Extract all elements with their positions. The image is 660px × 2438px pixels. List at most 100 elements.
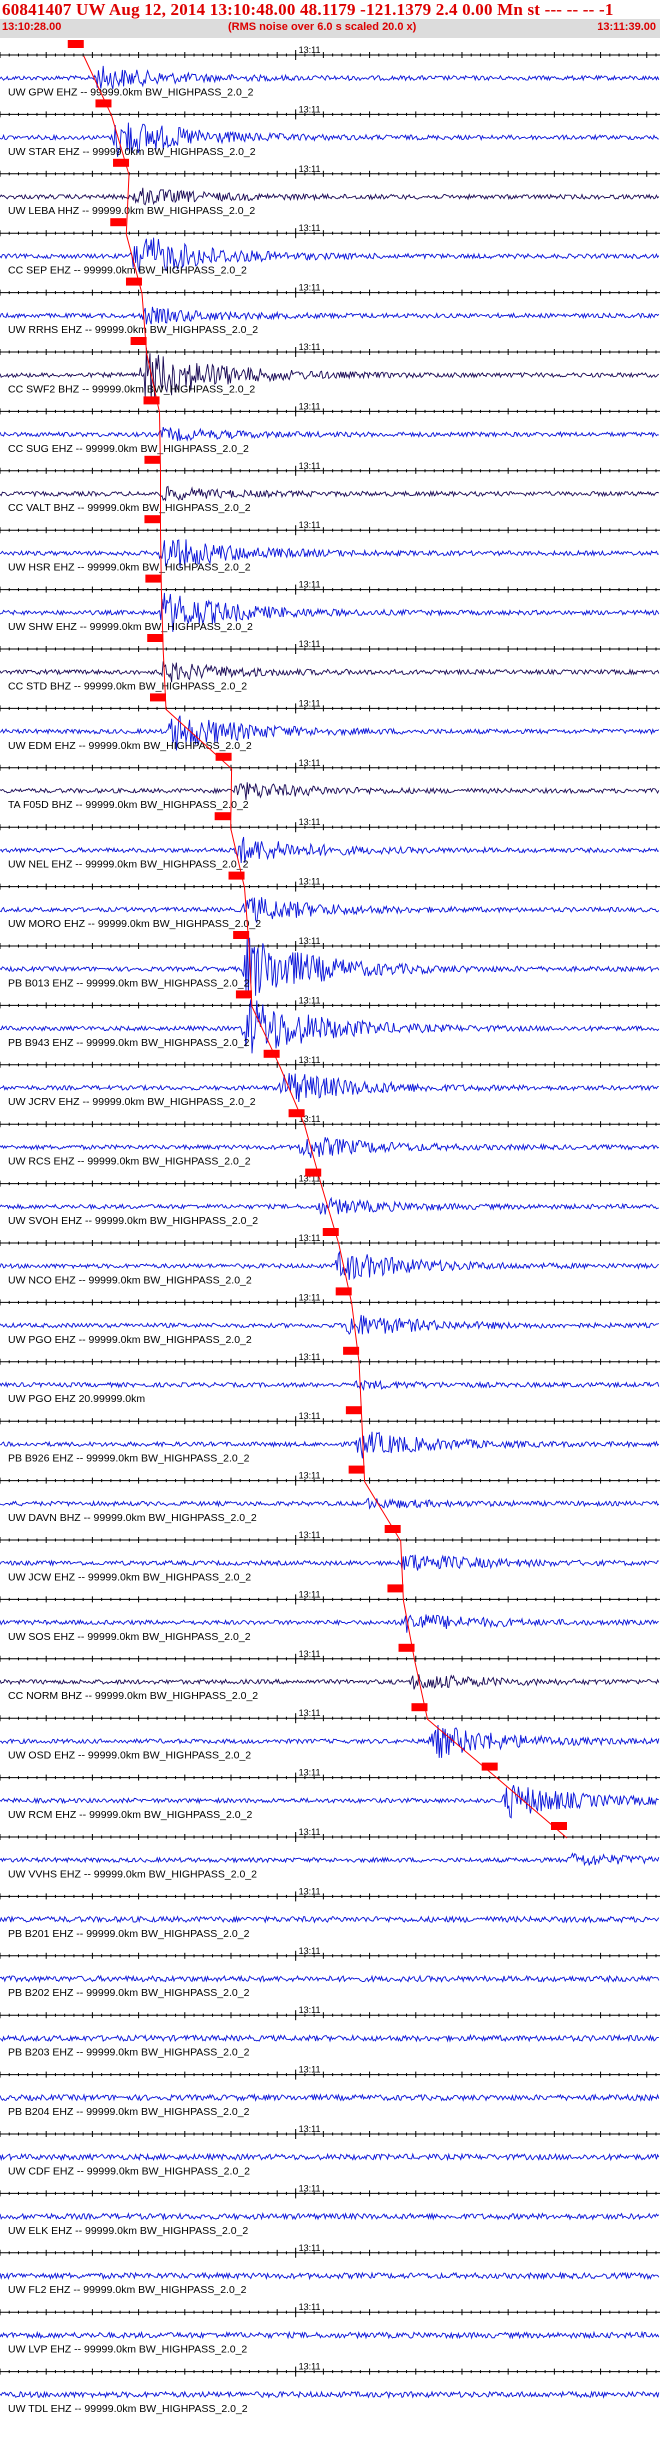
station-row: 13:11 UW GPW EHZ -- 99999.0km BW_HIGHPASS… [0,40,660,98]
waveform-trace [0,1196,659,1215]
minute-mark-label: 13:11 [299,698,321,708]
station-row: 13:11 UW ELK EHZ -- 99999.0km BW_HIGHPASS… [0,2183,660,2237]
station-label: PB B204 EHZ -- 99999.0km BW_HIGHPASS_2.0… [8,2106,250,2118]
station-row: 13:11 UW SOS EHZ -- 99999.0km BW_HIGHPASS… [0,1584,660,1643]
minute-mark-label: 13:11 [299,639,321,649]
minute-mark-label: 13:11 [299,401,321,411]
station-label: UW SOS EHZ -- 99999.0km BW_HIGHPASS_2.0_… [8,1631,251,1643]
pick-marker [144,455,161,464]
waveform-trace [0,65,660,90]
waveform-trace [0,715,660,751]
station-label: UW DAVN BHZ -- 99999.0km BW_HIGHPASS_2.0… [8,1512,257,1524]
station-label: PB B201 EHZ -- 99999.0km BW_HIGHPASS_2.0… [8,1928,250,1940]
minute-mark-label: 13:11 [299,2124,321,2134]
station-row: 13:11 UW NEL EHZ -- 99999.0km BW_HIGHPASS… [0,812,660,871]
pick-marker [110,218,127,227]
waveform-trace [0,836,659,864]
minute-mark-label: 13:11 [299,1174,321,1184]
waveform-trace [0,2212,660,2221]
station-row: 13:11 CC SUG EHZ -- 99999.0km BW_HIGHPASS… [0,396,660,455]
waveform-trace [0,1852,660,1867]
station-label: UW NCO EHZ -- 99999.0km BW_HIGHPASS_2.0_… [8,1274,252,1286]
waveform-trace [0,1614,659,1633]
waveform-trace [0,1724,660,1758]
waveform-trace [0,1136,660,1159]
waveform-trace [0,2271,660,2281]
waveform-trace [0,1915,660,1924]
station-label: UW JCW EHZ -- 99999.0km BW_HIGHPASS_2.0_… [8,1571,251,1583]
pick-marker [305,1168,322,1177]
station-row: 13:11 PB B013 EHZ -- 99999.0km BW_HIGHPAS… [0,931,660,996]
event-title: 60841407 UW Aug 12, 2014 13:10:48.00 48.… [2,0,614,19]
minute-mark-label: 13:11 [299,1946,321,1956]
station-row: 13:11 CC STD BHZ -- 99999.0km BW_HIGHPASS… [0,634,660,692]
station-row: 13:11 TA F05D BHZ -- 99999.0km BW_HIGHPAS… [0,752,660,811]
waveform-trace [0,592,660,632]
seismogram-plot: 13:11 UW GPW EHZ -- 99999.0km BW_HIGHPASS… [0,40,660,2415]
pick-marker [235,990,252,999]
station-row: 13:11 UW TDL EHZ -- 99999.0km BW_HIGHPASS… [0,2362,660,2415]
rms-noise-note: (RMS noise over 6.0 s scaled 20.0 x) [228,21,417,33]
waveform-trace [0,1073,659,1103]
minute-mark-label: 13:11 [299,1649,321,1659]
pick-marker [125,277,142,286]
minute-mark-label: 13:11 [299,1589,321,1599]
minute-mark-label: 13:11 [299,758,321,768]
station-row: 13:11 PB B943 EHZ -- 99999.0km BW_HIGHPAS… [0,990,660,1054]
waveform-trace [0,1974,660,1984]
station-label: UW OSD EHZ -- 99999.0km BW_HIGHPASS_2.0_… [8,1750,251,1762]
station-label: PB B926 EHZ -- 99999.0km BW_HIGHPASS_2.0… [8,1453,250,1465]
pick-marker [345,1406,362,1415]
station-row: 13:11 UW PGO EHZ 20.99999.0km [0,1346,660,1405]
minute-mark-label: 13:11 [299,164,321,174]
waveform-trace [0,1250,660,1280]
station-label: UW EDM EHZ -- 99999.0km BW_HIGHPASS_2.0_… [8,740,252,752]
waveform-trace [0,661,660,683]
pick-marker [228,871,245,880]
minute-mark-label: 13:11 [299,2065,321,2075]
station-row: 13:11 UW OSD EHZ -- 99999.0km BW_HIGHPASS… [0,1703,660,1762]
station-row: 13:11 UW RRHS EHZ -- 99999.0km BW_HIGHPAS… [0,277,660,336]
station-row: 13:11 UW NCO EHZ -- 99999.0km BW_HIGHPASS… [0,1228,660,1286]
station-row: 13:11 UW DAVN BHZ -- 99999.0km BW_HIGHPAS… [0,1465,660,1524]
station-label: UW PGO EHZ -- 99999.0km BW_HIGHPASS_2.0_… [8,1334,252,1346]
waveform-trace [0,897,660,924]
minute-mark-label: 13:11 [299,580,321,590]
station-label: PB B943 EHZ -- 99999.0km BW_HIGHPASS_2.0… [8,1037,250,1049]
station-label: UW SVOH EHZ -- 99999.0km BW_HIGHPASS_2.0… [8,1215,258,1227]
waveform-trace [0,937,660,996]
pick-marker [343,1346,360,1355]
waveform-trace [0,485,659,502]
waveform-trace [0,2390,660,2400]
station-row: 13:11 UW SVOH EHZ -- 99999.0km BW_HIGHPAS… [0,1168,660,1227]
station-label: PB B203 EHZ -- 99999.0km BW_HIGHPASS_2.0… [8,2047,250,2059]
waveform-trace [0,122,659,157]
station-label: UW HSR EHZ -- 99999.0km BW_HIGHPASS_2.0_… [8,562,251,574]
pick-marker [322,1228,339,1236]
start-time-label: 13:10:28.00 [2,21,62,33]
pick-marker [263,1049,280,1058]
pick-marker [144,515,161,524]
minute-mark-label: 13:11 [299,1768,321,1778]
station-label: TA F05D BHZ -- 99999.0km BW_HIGHPASS_2.0… [8,799,249,811]
station-row: 13:11 UW STAR EHZ -- 99999.0km BW_HIGHPAS… [0,99,660,158]
minute-mark-label: 13:11 [299,2362,321,2372]
pick-marker [550,1822,567,1830]
waveform-trace [0,539,659,569]
waveform-trace [0,347,660,401]
station-label: UW LEBA HHZ -- 99999.0km BW_HIGHPASS_2.0… [8,205,255,217]
minute-mark-label: 13:11 [299,223,321,233]
station-label: UW RRHS EHZ -- 99999.0km BW_HIGHPASS_2.0… [8,324,258,336]
station-row: 13:11 PB B203 EHZ -- 99999.0km BW_HIGHPAS… [0,2005,660,2059]
pick-marker [411,1703,428,1712]
station-row: 13:11 UW RCS EHZ -- 99999.0km BW_HIGHPASS… [0,1109,660,1168]
pick-marker [67,40,84,48]
station-label: UW JCRV EHZ -- 99999.0km BW_HIGHPASS_2.0… [8,1096,256,1108]
waveform-trace [0,1497,660,1510]
waveform-trace [0,1379,660,1391]
minute-mark-label: 13:11 [299,2302,321,2312]
station-row: 13:11 UW MORO EHZ -- 99999.0km BW_HIGHPAS… [0,871,660,930]
station-row: 13:11 UW JCW EHZ -- 99999.0km BW_HIGHPASS… [0,1525,660,1583]
station-label: PB B202 EHZ -- 99999.0km BW_HIGHPASS_2.0… [8,1987,250,1999]
pick-marker [145,574,162,583]
